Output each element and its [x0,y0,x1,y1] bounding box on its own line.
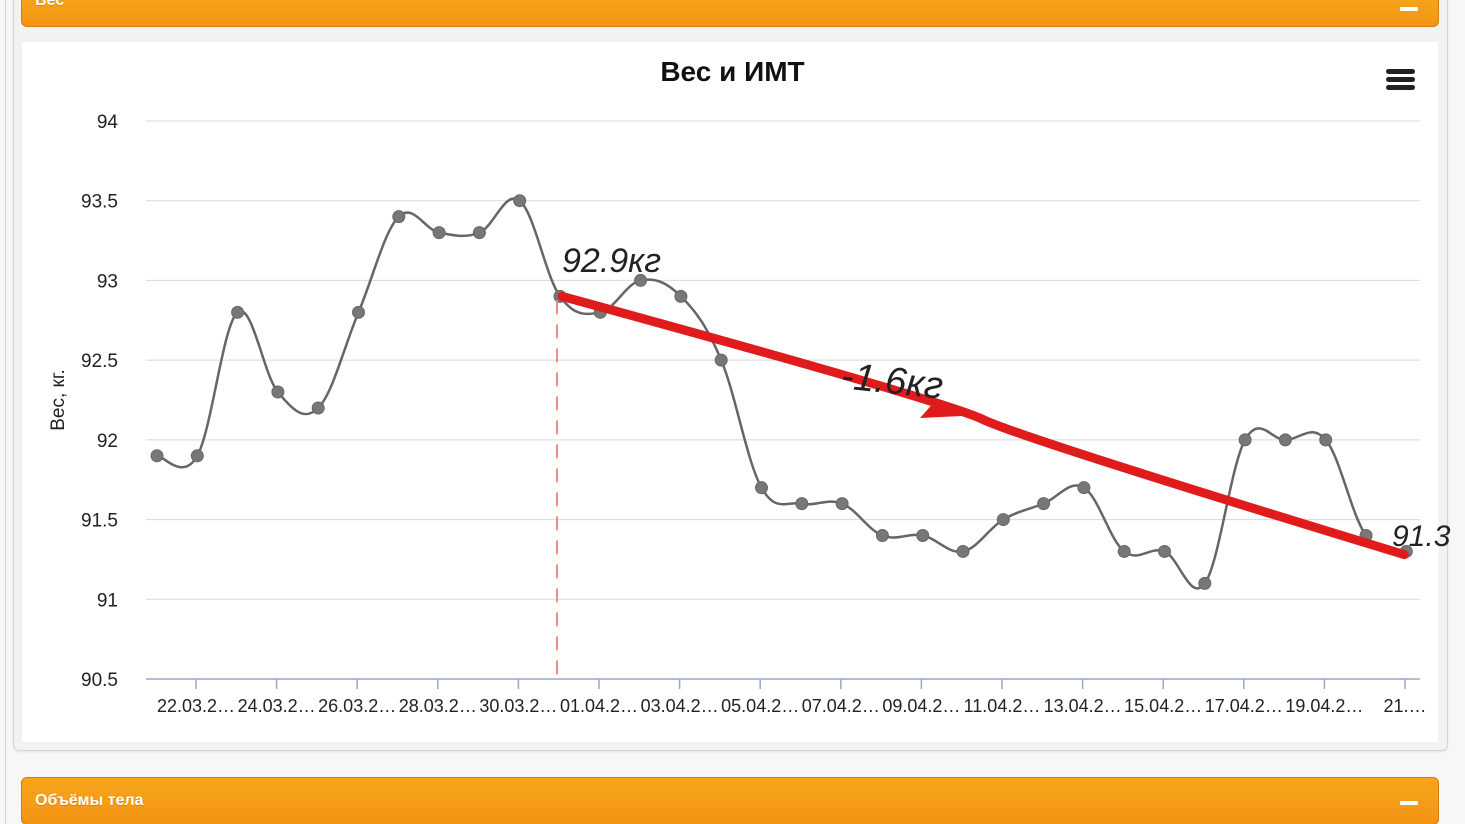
data-point [231,305,245,319]
collapse-minus-icon[interactable] [1400,801,1418,805]
x-tick-label: 01.04.2… [560,696,638,716]
chart-menu-button[interactable] [1383,66,1417,96]
data-point [1278,433,1292,447]
series-line [156,197,1407,590]
y-tick-label: 91.5 [81,511,118,532]
data-point [916,529,930,543]
end-value-label: 91.3 [1392,520,1451,553]
volumes-panel-title: Объёмы тела [35,792,144,809]
data-point [513,194,527,208]
hamburger-icon [1386,69,1415,74]
y-tick-label: 94 [97,112,119,133]
x-tick-label: 21.… [1383,696,1426,716]
data-point [875,529,889,543]
x-tick-label: 30.03.2… [479,696,557,716]
x-tick-label: 09.04.2… [882,696,960,716]
start-value-label: 92.9кг [562,242,661,280]
x-tick-label: 28.03.2… [399,696,477,716]
weight-panel-header[interactable]: Вес [21,0,1439,27]
volumes-panel-header[interactable]: Объёмы тела [21,777,1439,824]
data-point [311,401,325,415]
x-tick-label: 11.04.2… [964,696,1041,716]
weight-panel-title: Вес [35,0,65,9]
data-point [1319,433,1333,447]
chart-title: Вес и ИМТ [660,56,805,87]
y-tick-label: 92.5 [81,351,118,372]
trend-arrow-icon [920,400,962,418]
data-point [1117,544,1131,558]
data-point [674,289,688,303]
data-point [1158,544,1171,558]
data-point [634,273,648,287]
x-tick-label: 22.03.2… [157,696,235,716]
x-tick-label: 03.04.2… [641,696,719,716]
x-tick-label: 05.04.2… [721,696,799,716]
data-point [271,385,285,399]
data-point [1198,576,1212,590]
y-axis-label: Вес, кг. [48,369,69,431]
collapse-minus-icon[interactable] [1400,7,1418,11]
x-tick-label: 17.04.2… [1205,696,1283,716]
data-point [352,305,365,319]
data-point [755,481,768,495]
y-tick-label: 91 [97,590,118,611]
data-point [392,210,406,224]
data-point [835,497,849,511]
y-tick-label: 92 [97,431,118,452]
trend-line [557,291,1409,560]
x-tick-label: 07.04.2… [802,696,880,716]
data-point [714,353,728,367]
data-point [1238,433,1252,447]
x-tick-label: 26.03.2… [318,696,396,716]
delta-label: -1.6кг [839,355,945,407]
hamburger-icon [1386,77,1415,82]
data-point [1037,497,1051,511]
data-point [956,544,970,558]
x-tick-label: 24.03.2… [238,696,316,716]
y-tick-label: 93.5 [81,192,118,213]
page-guide-line [5,0,6,824]
data-point [190,449,204,463]
hamburger-icon [1386,85,1415,90]
y-tick-label: 93 [97,271,118,292]
chart-card [22,42,1438,742]
x-tick-label: 13.04.2… [1044,696,1122,716]
data-point [432,226,446,240]
data-point [472,226,486,240]
data-point [150,449,164,463]
x-tick-label: 19.04.2… [1285,696,1363,716]
data-point [795,497,809,511]
y-tick-label: 90.5 [81,670,118,691]
data-point [1077,481,1091,495]
data-point [996,513,1010,527]
x-tick-label: 15.04.2… [1124,696,1202,716]
